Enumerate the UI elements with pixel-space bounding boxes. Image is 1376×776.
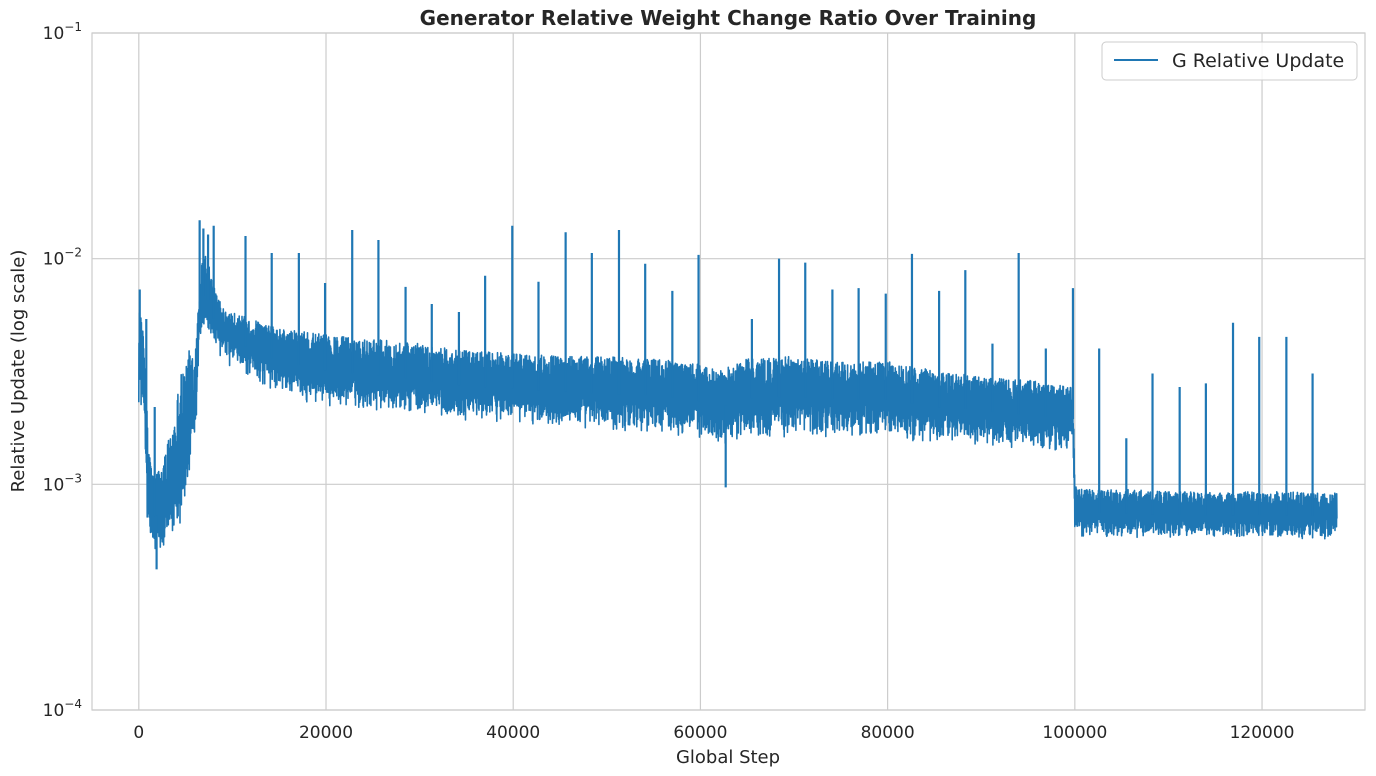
plot-area bbox=[138, 220, 1338, 570]
y-tick-label: 10−1 bbox=[43, 20, 82, 44]
y-axis-label: Relative Update (log scale) bbox=[8, 250, 29, 493]
x-tick-label: 0 bbox=[133, 723, 144, 743]
x-tick-label: 40000 bbox=[486, 723, 540, 743]
legend: G Relative Update bbox=[1101, 41, 1358, 81]
x-axis-label: Global Step bbox=[676, 747, 780, 768]
chart-title: Generator Relative Weight Change Ratio O… bbox=[420, 6, 1037, 30]
series-line bbox=[138, 255, 1338, 550]
x-tick-label: 80000 bbox=[861, 723, 915, 743]
x-tick-label: 20000 bbox=[299, 723, 353, 743]
plot-frame bbox=[91, 32, 1366, 711]
x-tick-label: 120000 bbox=[1230, 723, 1295, 743]
legend-label: G Relative Update bbox=[1172, 50, 1344, 72]
y-tick-label: 10−3 bbox=[43, 471, 82, 495]
axis-ticks: 0 20000 40000 60000 80000 100000 120000 10−4 10−… bbox=[43, 20, 1295, 743]
y-tick-label: 10−4 bbox=[43, 697, 82, 721]
y-tick-label: 10−2 bbox=[43, 246, 82, 270]
x-tick-label: 60000 bbox=[673, 723, 727, 743]
x-tick-label: 100000 bbox=[1042, 723, 1107, 743]
legend-box bbox=[1101, 41, 1358, 81]
